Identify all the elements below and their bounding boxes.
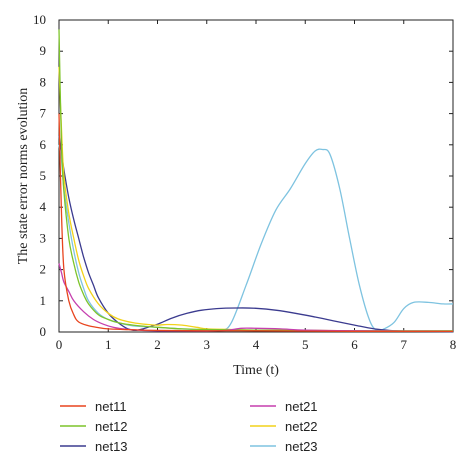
x-tick-label: 6	[351, 337, 358, 352]
series-lines	[58, 29, 454, 333]
series-line-net11	[58, 113, 453, 333]
y-tick-label: 4	[40, 199, 47, 214]
legend: net11 net12 net13 net21 net22 net23	[60, 399, 318, 454]
x-tick-label: 4	[253, 337, 260, 352]
x-tick-label: 8	[450, 337, 457, 352]
legend-label-net11: net11	[95, 399, 127, 414]
x-tick-label: 7	[401, 337, 408, 352]
legend-label-net13: net13	[95, 439, 128, 454]
x-axis-label: Time (t)	[233, 363, 279, 378]
series-line-net21	[58, 263, 454, 333]
x-tick-label: 3	[204, 337, 211, 352]
y-tick-label: 1	[40, 293, 47, 308]
legend-label-net21: net21	[285, 399, 318, 414]
y-axis-label: The state error norms evolution	[16, 88, 31, 265]
plot-frame	[58, 19, 454, 333]
y-tick-label: 0	[40, 324, 47, 339]
y-tick-label: 5	[40, 168, 47, 183]
series-line-net22	[58, 66, 453, 332]
legend-label-net23: net23	[285, 439, 318, 454]
series-line-net13	[58, 135, 454, 333]
y-tick-label: 9	[40, 43, 47, 58]
series-line-net12	[58, 29, 453, 332]
y-tick-label: 7	[40, 106, 47, 121]
y-tick-label: 8	[40, 74, 47, 89]
series-line-net23	[58, 144, 454, 332]
y-tick-label: 10	[33, 12, 46, 27]
x-tick-label: 1	[105, 337, 112, 352]
x-tick-label: 5	[302, 337, 309, 352]
y-tick-label: 3	[40, 230, 47, 245]
x-tick-label: 2	[154, 337, 161, 352]
x-tick-label: 0	[56, 337, 63, 352]
legend-label-net12: net12	[95, 419, 128, 434]
y-tick-label: 2	[40, 262, 47, 277]
legend-label-net22: net22	[285, 419, 318, 434]
y-tick-label: 6	[40, 137, 47, 152]
